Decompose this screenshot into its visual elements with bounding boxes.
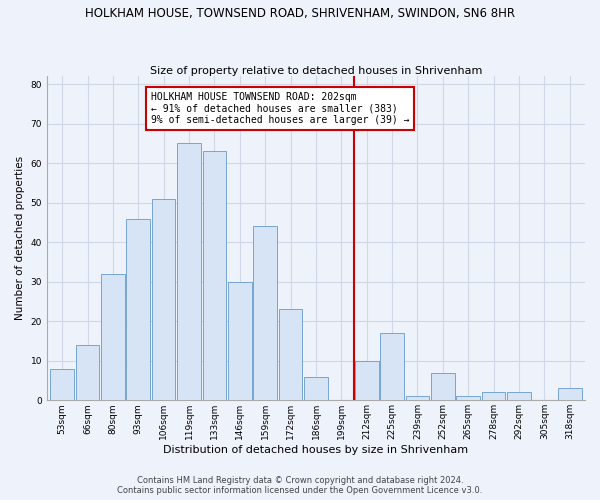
- Bar: [279, 310, 302, 400]
- Bar: [406, 396, 429, 400]
- Bar: [228, 282, 251, 401]
- Bar: [76, 345, 100, 401]
- Bar: [253, 226, 277, 400]
- Bar: [203, 152, 226, 400]
- Text: HOLKHAM HOUSE, TOWNSEND ROAD, SHRIVENHAM, SWINDON, SN6 8HR: HOLKHAM HOUSE, TOWNSEND ROAD, SHRIVENHAM…: [85, 8, 515, 20]
- Bar: [507, 392, 531, 400]
- Bar: [355, 361, 379, 401]
- Bar: [457, 396, 480, 400]
- Bar: [152, 199, 175, 400]
- X-axis label: Distribution of detached houses by size in Shrivenham: Distribution of detached houses by size …: [163, 445, 469, 455]
- Bar: [431, 372, 455, 400]
- Bar: [558, 388, 581, 400]
- Bar: [127, 218, 150, 400]
- Y-axis label: Number of detached properties: Number of detached properties: [15, 156, 25, 320]
- Text: HOLKHAM HOUSE TOWNSEND ROAD: 202sqm
← 91% of detached houses are smaller (383)
9: HOLKHAM HOUSE TOWNSEND ROAD: 202sqm ← 91…: [151, 92, 409, 126]
- Bar: [177, 144, 201, 400]
- Bar: [482, 392, 505, 400]
- Bar: [380, 333, 404, 400]
- Bar: [101, 274, 125, 400]
- Text: Contains HM Land Registry data © Crown copyright and database right 2024.
Contai: Contains HM Land Registry data © Crown c…: [118, 476, 482, 495]
- Bar: [50, 368, 74, 400]
- Title: Size of property relative to detached houses in Shrivenham: Size of property relative to detached ho…: [150, 66, 482, 76]
- Bar: [304, 376, 328, 400]
